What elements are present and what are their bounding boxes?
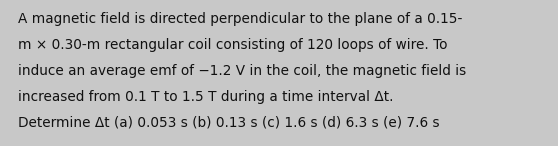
Text: induce an average emf of −1.2 V in the coil, the magnetic field is: induce an average emf of −1.2 V in the c… [18, 64, 466, 78]
Text: increased from 0.1 T to 1.5 T during a time interval Δt.: increased from 0.1 T to 1.5 T during a t… [18, 90, 393, 104]
Text: A magnetic field is directed perpendicular to the plane of a 0.15-: A magnetic field is directed perpendicul… [18, 12, 463, 26]
Text: m × 0.30-m rectangular coil consisting of 120 loops of wire. To: m × 0.30-m rectangular coil consisting o… [18, 38, 448, 52]
Text: Determine Δt (a) 0.053 s (b) 0.13 s (c) 1.6 s (d) 6.3 s (e) 7.6 s: Determine Δt (a) 0.053 s (b) 0.13 s (c) … [18, 116, 440, 130]
